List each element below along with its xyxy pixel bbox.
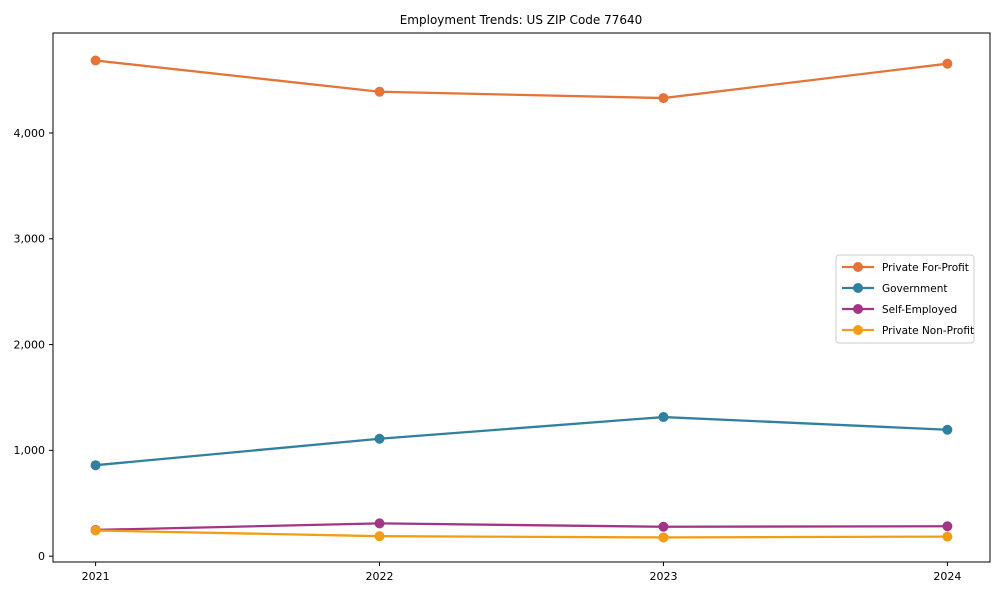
x-axis-tick-label: 2022 bbox=[366, 570, 394, 583]
data-point-private-for-profit bbox=[374, 86, 385, 97]
data-point-private-non-profit bbox=[90, 525, 101, 536]
legend-label-private-for-profit: Private For-Profit bbox=[882, 262, 969, 274]
series-line-private-for-profit bbox=[95, 59, 948, 100]
y-axis-tick-label: 3,000 bbox=[14, 233, 46, 246]
legend-marker-self-employed bbox=[853, 304, 863, 314]
data-point-self-employed bbox=[374, 518, 385, 529]
legend-marker-government bbox=[853, 283, 863, 293]
legend-label-private-non-profit: Private Non-Profit bbox=[882, 325, 974, 337]
y-axis-tick-label: 2,000 bbox=[14, 338, 46, 351]
plot-area: 0 1,000 2,000 3,000 4,000 2021 2022 2023 2024 Pri… bbox=[14, 32, 991, 583]
data-point-private-for-profit bbox=[90, 55, 101, 66]
data-point-private-non-profit bbox=[658, 532, 669, 543]
series-line-government bbox=[95, 415, 948, 467]
legend-marker-private-non-profit bbox=[853, 325, 863, 335]
legend-label-self-employed: Self-Employed bbox=[882, 304, 957, 316]
y-axis-tick-label: 4,000 bbox=[14, 127, 46, 140]
legend-marker-private-for-profit bbox=[853, 262, 863, 272]
data-point-self-employed bbox=[942, 521, 953, 532]
data-point-private-non-profit bbox=[374, 531, 385, 542]
data-point-government bbox=[374, 433, 385, 444]
x-axis-tick-label: 2023 bbox=[649, 570, 677, 583]
data-point-private-for-profit bbox=[658, 93, 669, 104]
plot-border bbox=[52, 32, 991, 563]
data-point-private-for-profit bbox=[942, 58, 953, 69]
data-point-government bbox=[942, 424, 953, 435]
series-line-self-employed bbox=[95, 522, 948, 532]
x-axis-tick-label: 2024 bbox=[933, 570, 961, 583]
y-axis-tick-label: 0 bbox=[38, 550, 45, 563]
data-point-self-employed bbox=[658, 521, 669, 532]
legend-label-government: Government bbox=[882, 283, 947, 295]
chart-title: Employment Trends: US ZIP Code 77640 bbox=[400, 13, 643, 27]
data-point-government bbox=[658, 412, 669, 423]
series-line-private-non-profit bbox=[95, 529, 948, 539]
y-axis-tick-label: 1,000 bbox=[14, 444, 46, 457]
x-axis-tick-label: 2021 bbox=[82, 570, 110, 583]
legend-box bbox=[835, 254, 975, 344]
data-point-government bbox=[90, 460, 101, 471]
data-point-private-non-profit bbox=[942, 531, 953, 542]
